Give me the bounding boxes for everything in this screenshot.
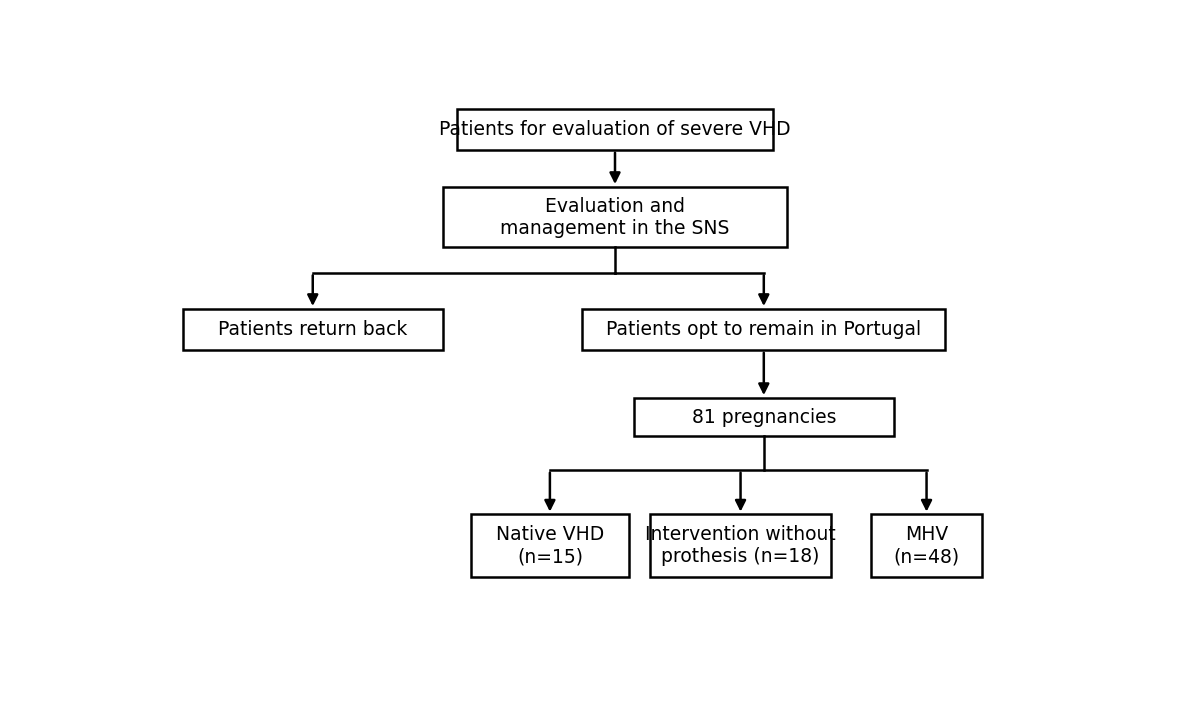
- Text: Intervention without
prothesis (n=18): Intervention without prothesis (n=18): [646, 525, 836, 567]
- FancyBboxPatch shape: [634, 398, 894, 436]
- Text: MHV
(n=48): MHV (n=48): [894, 525, 960, 567]
- FancyBboxPatch shape: [457, 109, 773, 150]
- FancyBboxPatch shape: [470, 515, 629, 577]
- Text: Evaluation and
management in the SNS: Evaluation and management in the SNS: [500, 197, 730, 238]
- FancyBboxPatch shape: [182, 309, 443, 350]
- Text: Patients for evaluation of severe VHD: Patients for evaluation of severe VHD: [439, 120, 791, 139]
- Text: Patients opt to remain in Portugal: Patients opt to remain in Portugal: [606, 320, 922, 339]
- FancyBboxPatch shape: [871, 515, 983, 577]
- FancyBboxPatch shape: [582, 309, 946, 350]
- Text: Native VHD
(n=15): Native VHD (n=15): [496, 525, 604, 567]
- FancyBboxPatch shape: [650, 515, 832, 577]
- Text: 81 pregnancies: 81 pregnancies: [691, 408, 836, 426]
- Text: Patients return back: Patients return back: [218, 320, 408, 339]
- FancyBboxPatch shape: [443, 187, 787, 247]
